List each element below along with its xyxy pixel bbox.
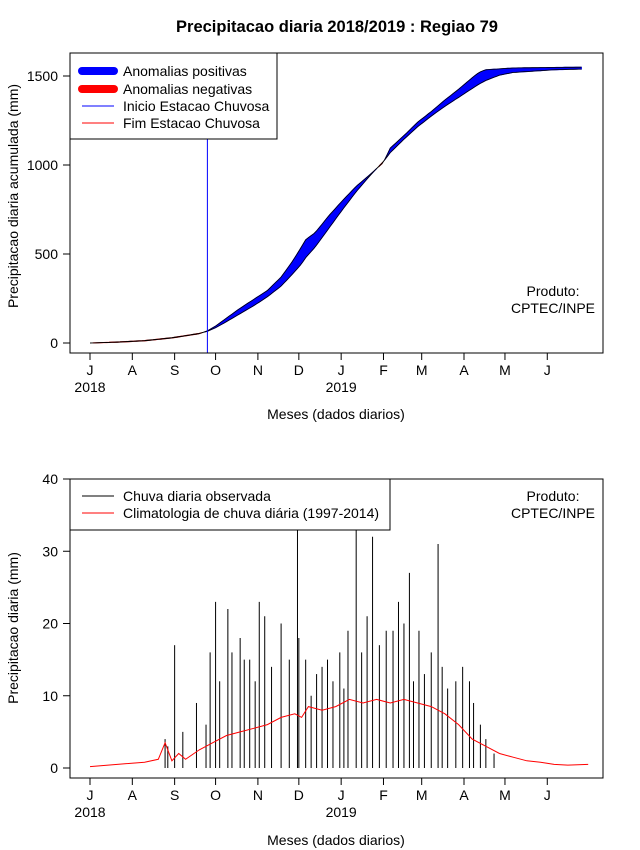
daily-year-label: 2019	[326, 804, 357, 820]
product-label-line1-daily: Produto:	[527, 488, 580, 504]
cumulative-x-tick-label: J	[544, 362, 551, 378]
negative-anomaly-area	[92, 332, 203, 344]
cumulative-legend: Anomalias positivas Anomalias negativas …	[69, 52, 278, 140]
legend-start-label: Inicio Estacao Chuvosa	[123, 98, 270, 114]
daily-y-axis: 0 10 20 30 40	[42, 471, 71, 776]
daily-x-tick-label: S	[170, 787, 179, 803]
positive-anomaly-area	[204, 168, 377, 333]
cumulative-x-tick-label: D	[294, 362, 304, 378]
daily-marks	[89, 529, 589, 768]
cumulative-x-tick-label: J	[338, 362, 345, 378]
cumulative-year-label: 2019	[326, 379, 357, 395]
daily-x-tick-label: A	[128, 787, 138, 803]
cumulative-x-tick-label: S	[170, 362, 179, 378]
daily-legend: Chuva diaria observada Climatologia de c…	[69, 478, 391, 531]
product-label-line2: CPTEC/INPE	[511, 300, 595, 316]
product-label-line1: Produto:	[527, 283, 580, 299]
figure-title: Precipitacao diaria 2018/2019 : Regiao 7…	[176, 18, 498, 36]
legend-positive-label: Anomalias positivas	[123, 63, 247, 79]
daily-x-tick-label: D	[294, 787, 304, 803]
cumulative-year-label: 2018	[74, 379, 105, 395]
cumulative-x-tick-label: F	[379, 362, 388, 378]
cumulative-x-tick-label: A	[128, 362, 138, 378]
cumulative-y-tick-label: 1000	[27, 157, 58, 173]
cumulative-x-tick-label: O	[210, 362, 221, 378]
daily-x-tick-label: J	[338, 787, 345, 803]
daily-x-tick-label: J	[87, 787, 94, 803]
daily-y-tick-label: 40	[42, 471, 58, 487]
daily-x-tick-label: M	[416, 787, 428, 803]
daily-legend-box	[69, 478, 391, 531]
daily-y-tick-label: 0	[50, 760, 58, 776]
cumulative-x-tick-label: M	[416, 362, 428, 378]
daily-x-tick-label: O	[210, 787, 221, 803]
climatology-cumulative-line	[89, 68, 582, 344]
daily-x-tick-label: J	[544, 787, 551, 803]
daily-y-label: Precipitacao diaria (mm)	[5, 552, 21, 704]
cumulative-y-tick-label: 500	[35, 246, 59, 262]
positive-anomaly-area	[384, 66, 582, 162]
legend-climatology-label: Climatologia de chuva diária (1997-2014)	[123, 505, 379, 521]
legend-negative-label: Anomalias negativas	[123, 81, 252, 97]
daily-y-tick-label: 10	[42, 688, 58, 704]
daily-x-tick-label: F	[379, 787, 388, 803]
product-label-line2-daily: CPTEC/INPE	[511, 505, 595, 521]
daily-x-label: Meses (dados diarios)	[267, 832, 405, 848]
cumulative-x-label: Meses (dados diarios)	[267, 406, 405, 422]
cumulative-x-tick-label: A	[459, 362, 469, 378]
legend-observed-label: Chuva diaria observada	[123, 488, 271, 504]
legend-end-label: Fim Estacao Chuvosa	[123, 115, 260, 131]
climatology-daily-line	[89, 698, 589, 768]
cumulative-y-label: Precipitacao diaria acumulada (mm)	[5, 84, 21, 308]
daily-x-tick-label: M	[499, 787, 511, 803]
daily-year-label: 2018	[74, 804, 105, 820]
cumulative-x-tick-label: J	[87, 362, 94, 378]
daily-y-tick-label: 30	[42, 543, 58, 559]
cumulative-y-tick-label: 1500	[27, 68, 58, 84]
cumulative-x-tick-label: N	[253, 362, 263, 378]
daily-y-tick-label: 20	[42, 616, 58, 632]
cumulative-marks	[89, 53, 582, 353]
daily-x-tick-label: N	[253, 787, 263, 803]
cumulative-x-tick-label: M	[499, 362, 511, 378]
cumulative-y-tick-label: 0	[50, 335, 58, 351]
cumulative-y-axis: 0 500 1000 1500	[27, 68, 71, 351]
daily-x-tick-label: A	[459, 787, 469, 803]
